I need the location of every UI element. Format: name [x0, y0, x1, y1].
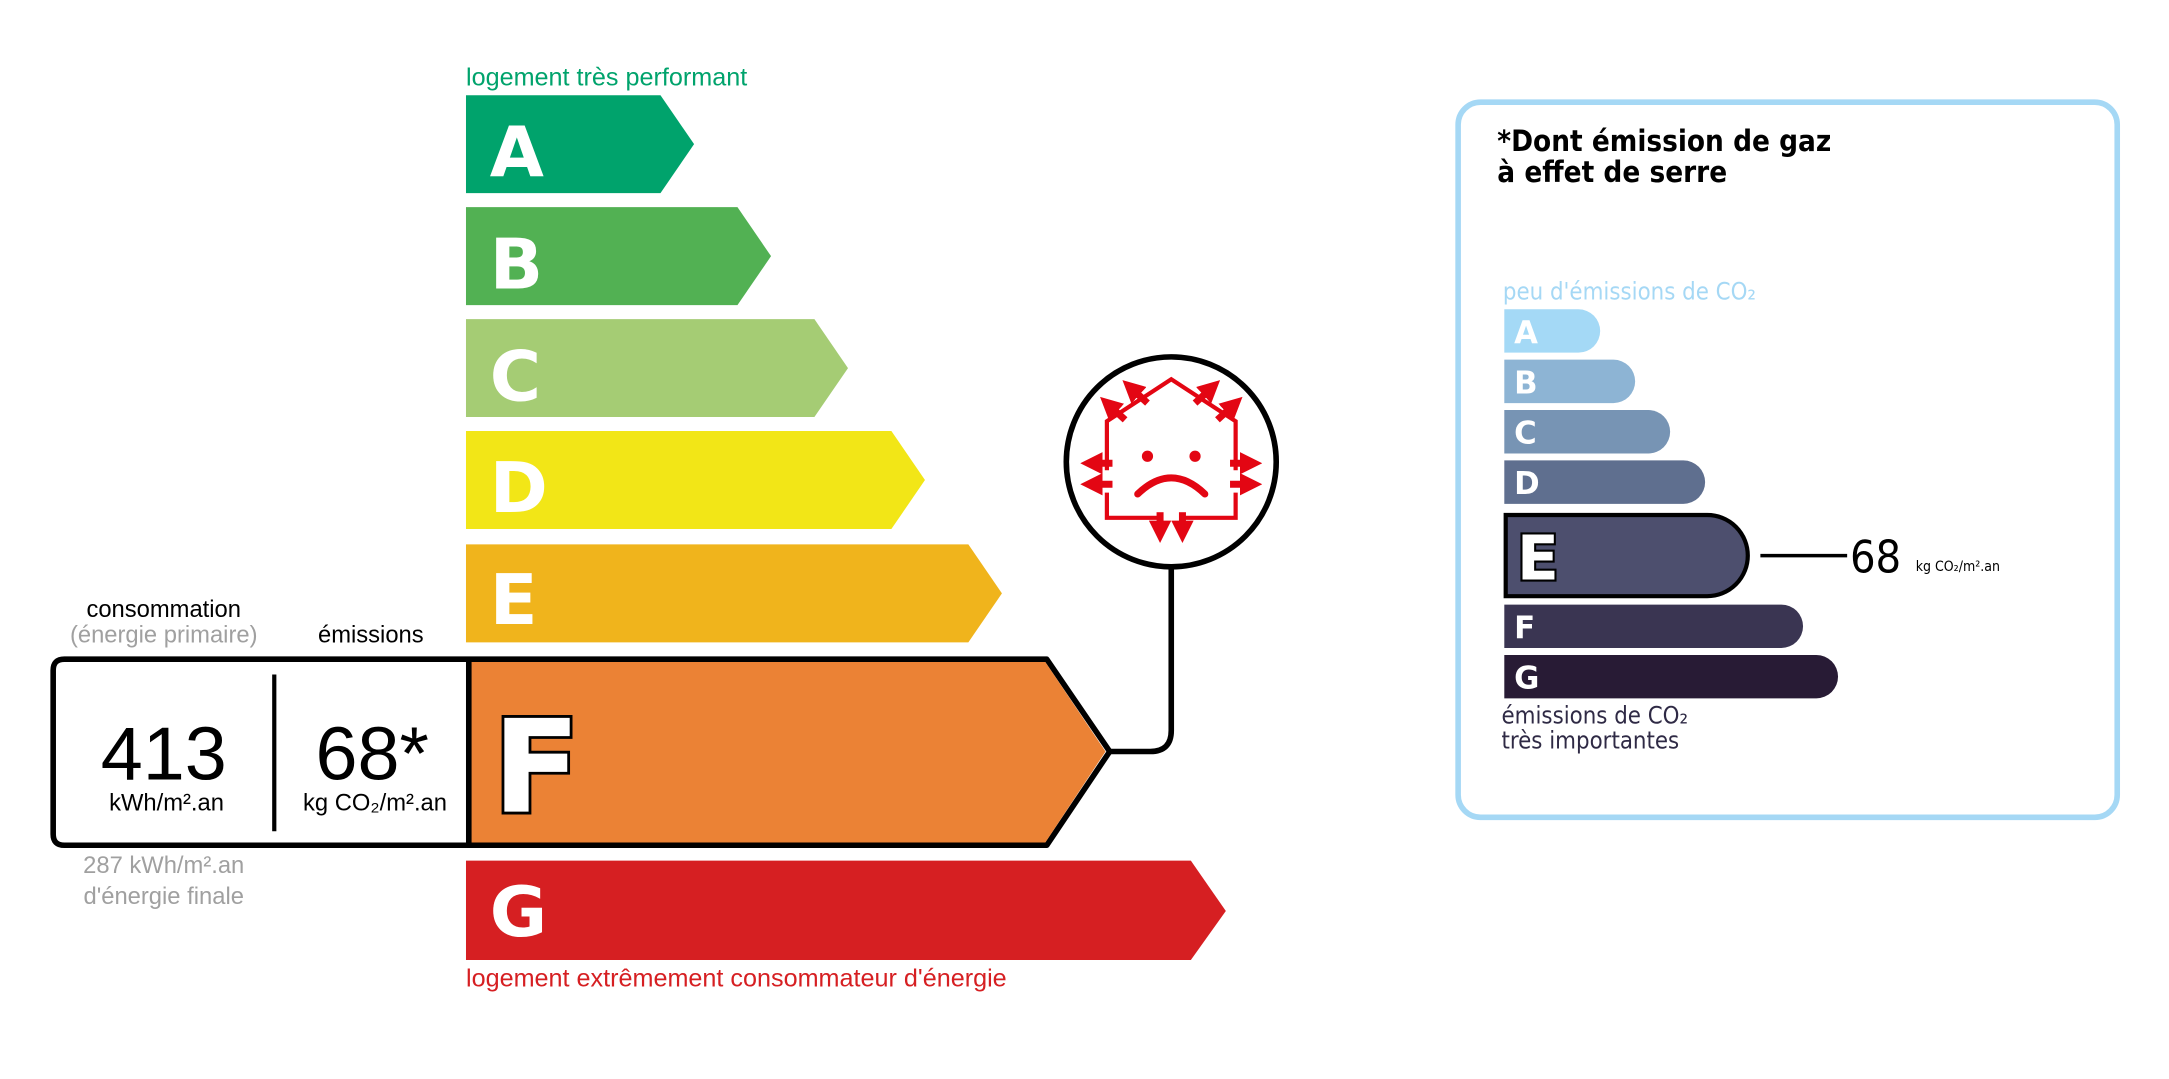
class-letter: A	[490, 112, 544, 193]
class-letter: D	[490, 448, 548, 529]
class-letter: E	[1517, 522, 1559, 594]
ghg-bottom-caption-line1: émissions de CO₂	[1502, 702, 1689, 730]
energy-bar-B: B	[465, 207, 772, 305]
ghg-bar-D: D	[1504, 460, 1706, 504]
final-energy-label: d'énergie finale	[83, 883, 243, 910]
emissions-label: émissions	[318, 621, 424, 648]
class-letter: C	[1514, 416, 1537, 452]
ghg-bar-B: B	[1504, 359, 1636, 404]
final-energy-value: 287 kWh/m².an	[83, 852, 244, 879]
consumption-value: 413	[101, 712, 227, 796]
ghg-bar-A: A	[1504, 309, 1601, 353]
ghg-value: 68	[1850, 530, 1901, 583]
bottom-caption: logement extrêmement consommateur d'éner…	[466, 965, 1007, 993]
energy-bar-D: D	[465, 431, 925, 529]
energy-bar-F-current: F	[50, 656, 1113, 849]
class-letter: B	[1514, 365, 1537, 401]
poorly-insulated-house-icon	[1080, 376, 1263, 543]
consumption-sublabel: (énergie primaire)	[70, 621, 258, 648]
class-letter: C	[490, 336, 541, 417]
class-letter: E	[490, 560, 538, 641]
class-letter: A	[1514, 315, 1538, 351]
ghg-bar-G: G	[1504, 654, 1839, 699]
class-letter: B	[490, 224, 543, 305]
top-caption: logement très performant	[466, 63, 747, 91]
ghg-top-caption: peu d'émissions de CO₂	[1503, 278, 1756, 306]
connector-line	[1109, 566, 1175, 755]
class-letter: F	[493, 694, 581, 843]
energy-bar-E: E	[465, 544, 1002, 643]
class-letter: G	[1514, 661, 1539, 697]
emissions-value: 68*	[316, 712, 429, 796]
consumption-label: consommation	[86, 596, 241, 623]
energy-bar-G: G	[465, 860, 1226, 961]
consumption-unit: kWh/m².an	[109, 789, 224, 816]
energy-bar-C: C	[465, 319, 849, 417]
energy-bar-A: A	[465, 95, 695, 193]
ghg-bottom-caption-line2: très importantes	[1502, 727, 1680, 755]
ghg-title-line2: à effet de serre	[1497, 155, 1727, 189]
class-letter: D	[1514, 466, 1540, 502]
ghg-title-line1: *Dont émission de gaz	[1497, 124, 1831, 158]
ghg-unit: kg CO₂/m².an	[1916, 559, 2000, 575]
emissions-unit: kg CO₂/m².an	[303, 789, 447, 816]
class-letter: G	[490, 872, 547, 953]
ghg-bar-E-current: E	[1503, 512, 1750, 599]
ghg-bar-C: C	[1504, 410, 1671, 454]
ghg-bar-F: F	[1504, 604, 1804, 648]
class-letter: F	[1514, 610, 1535, 646]
